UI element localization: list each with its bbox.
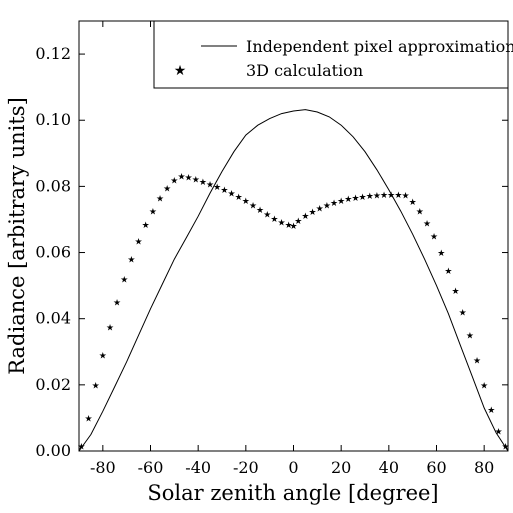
series-point-3d: ★ — [99, 352, 107, 362]
series-point-3d: ★ — [480, 381, 488, 391]
series-point-3d: ★ — [156, 195, 164, 205]
series-point-3d: ★ — [106, 324, 114, 334]
series-point-3d: ★ — [387, 191, 395, 201]
series-line-ipa — [78, 109, 509, 452]
series-point-3d: ★ — [502, 443, 510, 453]
x-tick-label: 20 — [331, 458, 351, 477]
series-point-3d: ★ — [344, 195, 352, 205]
series-point-3d: ★ — [249, 201, 257, 211]
x-tick-label: -80 — [90, 458, 116, 477]
series-layer: ★★★★★★★★★★★★★★ ★ ★ ★ ★ ★ ★ ★ ★ ★ ★ ★ ★ ★ ★ ★ ★★★ ★ ★ ★ ★ ★ ★ ★ ★… — [77, 109, 510, 453]
series-point-3d: ★ — [323, 202, 331, 212]
series-point-3d: ★ — [120, 276, 128, 286]
x-tick-label: 60 — [426, 458, 446, 477]
y-tick-label: 0.10 — [35, 110, 71, 129]
series-point-3d: ★ — [444, 267, 452, 277]
series-point-3d: ★ — [92, 381, 100, 391]
series-point-3d: ★ — [430, 233, 438, 243]
x-axis-title: Solar zenith angle [degree] — [147, 481, 438, 505]
series-point-3d: ★ — [220, 186, 228, 196]
y-tick-label: 0.00 — [35, 441, 71, 460]
series-point-3d: ★ — [401, 192, 409, 202]
series-point-3d: ★ — [337, 197, 345, 207]
legend-box — [153, 20, 509, 89]
series-point-3d: ★ — [285, 221, 293, 231]
series-point-3d: ★ — [289, 222, 297, 232]
series-point-3d: ★ — [380, 191, 388, 201]
x-tick-label: 40 — [379, 458, 399, 477]
series-point-3d: ★ — [473, 357, 481, 367]
series-point-3d: ★ — [227, 190, 235, 200]
series-point-3d: ★ — [330, 199, 338, 209]
series-point-3d: ★ — [192, 176, 200, 186]
series-point-3d: ★ — [77, 443, 85, 453]
series-point-3d: ★ — [309, 208, 317, 218]
series-point-3d: ★ — [142, 221, 150, 231]
y-axis-ticks: 0.00 0.02 0.04 0.06 0.08 0.10 0.12 — [35, 44, 508, 460]
series-point-3d: ★ — [149, 208, 157, 218]
series-point-3d: ★ — [316, 205, 324, 215]
series-point-3d: ★ — [359, 193, 367, 203]
x-tick-label: -60 — [138, 458, 164, 477]
series-point-3d: ★ — [127, 256, 135, 266]
series-point-3d: ★ — [185, 174, 193, 184]
series-point-3d: ★ — [494, 428, 502, 438]
series-point-3d: ★ — [170, 176, 178, 186]
legend-label-ipa: Independent pixel approximation — [246, 37, 513, 56]
y-tick-label: 0.02 — [35, 375, 71, 394]
series-point-3d: ★ — [452, 287, 460, 297]
x-tick-label: -20 — [233, 458, 259, 477]
series-point-3d: ★ — [206, 181, 214, 191]
x-tick-label: -40 — [185, 458, 211, 477]
legend: Independent pixel approximation ★ 3D cal… — [153, 20, 513, 89]
series-point-3d: ★ — [301, 212, 309, 222]
series-point-3d: ★ — [199, 178, 207, 188]
series-point-3d: ★ — [177, 172, 185, 182]
series-point-3d: ★ — [459, 309, 467, 319]
y-tick-label: 0.08 — [35, 176, 71, 195]
series-point-3d: ★ — [351, 194, 359, 204]
series-point-3d: ★ — [278, 218, 286, 228]
series-point-3d: ★ — [270, 215, 278, 225]
x-tick-label: 0 — [288, 458, 298, 477]
y-tick-label: 0.12 — [35, 44, 71, 63]
y-tick-label: 0.04 — [35, 309, 71, 328]
series-point-3d: ★ — [84, 414, 92, 424]
series-point-3d: ★ — [294, 217, 302, 227]
series-point-3d: ★ — [263, 211, 271, 221]
series-point-3d: ★ — [416, 208, 424, 218]
series-point-3d: ★ — [437, 249, 445, 259]
series-point-3d: ★ — [113, 299, 121, 309]
x-tick-label: 80 — [474, 458, 494, 477]
legend-label-3d: 3D calculation — [246, 61, 363, 80]
series-point-3d: ★ — [409, 198, 417, 208]
series-point-3d: ★ — [373, 192, 381, 202]
series-point-3d: ★ — [394, 191, 402, 201]
y-axis-title: Radiance [arbitrary units] — [5, 97, 29, 375]
series-point-3d: ★ — [213, 183, 221, 193]
series-point-3d: ★ — [256, 206, 264, 216]
y-tick-label: 0.06 — [35, 243, 71, 262]
series-point-3d: ★ — [135, 238, 143, 248]
x-axis-ticks: -80 -60 -40 -20 0 20 40 60 80 — [90, 21, 494, 477]
series-point-3d: ★ — [423, 219, 431, 229]
series-point-3d: ★ — [487, 406, 495, 416]
series-point-3d: ★ — [466, 332, 474, 342]
series-point-3d: ★ — [235, 193, 243, 203]
series-point-3d: ★ — [163, 185, 171, 195]
legend-star-swatch: ★ — [174, 63, 187, 79]
series-point-3d: ★ — [242, 197, 250, 207]
series-point-3d: ★ — [366, 192, 374, 202]
